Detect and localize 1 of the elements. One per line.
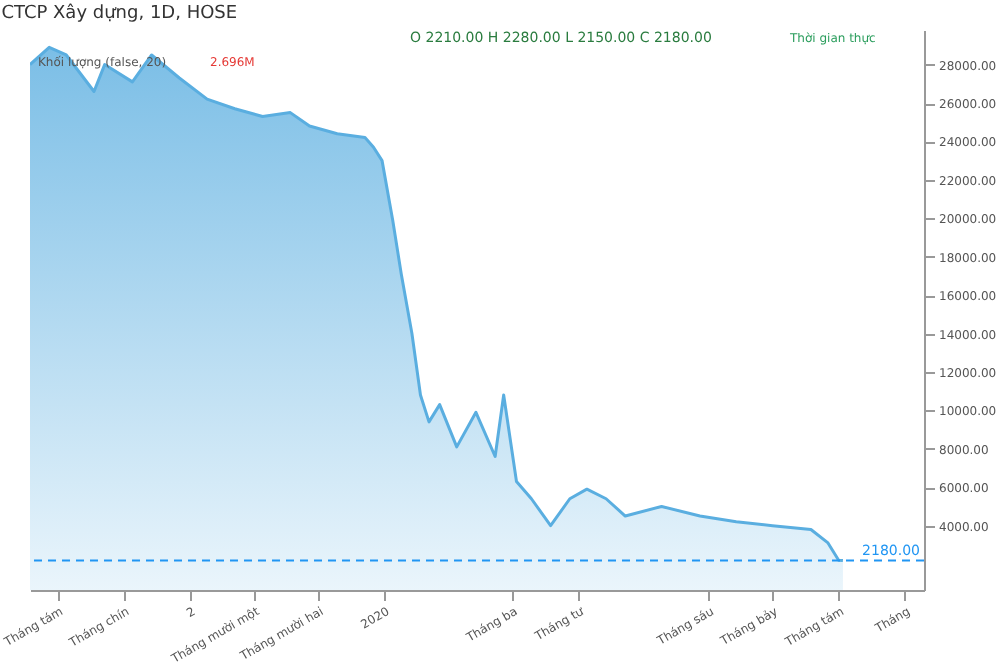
chart-title: CTCP Xây dựng, 1D, HOSE <box>1 2 238 24</box>
